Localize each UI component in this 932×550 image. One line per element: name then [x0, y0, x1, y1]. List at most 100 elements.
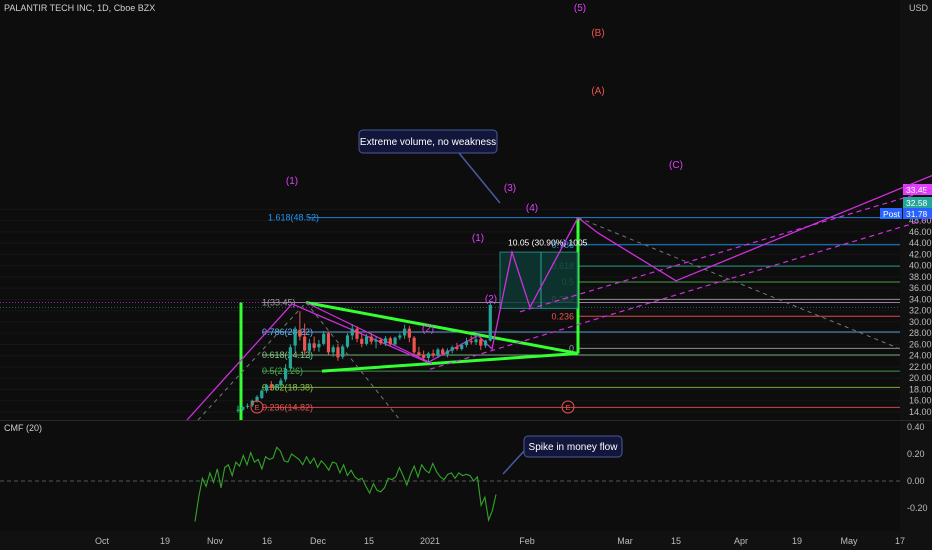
main-pane[interactable]	[0, 0, 900, 420]
candle-body	[350, 328, 354, 336]
cmf-series	[194, 446, 497, 523]
time-tick-label: May	[840, 536, 858, 546]
candle-body	[260, 390, 264, 398]
candle-body	[426, 353, 430, 358]
price-badge-label: 33.45	[906, 185, 928, 195]
candle-body	[317, 343, 321, 348]
triangle-pattern	[305, 301, 579, 373]
price-tick-label: 36.00	[909, 283, 932, 293]
candles	[236, 302, 492, 413]
price-tick-label: 32.00	[909, 306, 932, 316]
candle-body	[284, 368, 288, 380]
candle-body	[331, 347, 335, 353]
projection-label: 0.236	[551, 311, 574, 321]
candle-body	[360, 338, 364, 344]
cmf-pane[interactable]	[0, 420, 900, 531]
price-tick-label: 26.00	[909, 339, 932, 349]
wave-line-down	[305, 301, 433, 365]
cmf-tick-label: 0.40	[907, 422, 925, 432]
time-tick-label: 16	[262, 536, 272, 546]
wave-label: (1)	[472, 233, 484, 244]
candle-body	[407, 328, 411, 338]
fibonacci-levels: 1(33.45) 0.786(28.22) 0.618(24.12) 0.5(21.2…	[0, 213, 900, 412]
candle-body	[355, 328, 359, 339]
elliott-wave-path	[186, 174, 932, 421]
candle-body	[403, 328, 407, 336]
price-tick-label: 22.00	[909, 362, 932, 372]
candle-body	[412, 337, 416, 353]
time-tick-label: Nov	[207, 536, 224, 546]
price-badge-label: Post	[883, 209, 901, 219]
symbol-title: PALANTIR TECH INC, 1D, Cboe BZX	[4, 3, 155, 13]
time-tick-label: Oct	[95, 536, 110, 546]
volume-callout-pointer	[458, 152, 501, 204]
time-tick-label: 15	[364, 536, 374, 546]
measure-label: 10.05 (30.90%) 1005	[508, 237, 588, 247]
time-tick-label: 17	[895, 536, 905, 546]
currency-label: USD	[909, 3, 929, 13]
candle-body	[279, 380, 283, 386]
price-tick-label: 28.00	[909, 328, 932, 338]
drawings: 10.05 (30.90%) 1005	[186, 152, 932, 475]
candle-body	[245, 405, 250, 407]
time-tick-label: 19	[160, 536, 170, 546]
projection-dashed-mid	[305, 302, 401, 421]
price-tick-label: 30.00	[909, 317, 932, 327]
candle-body	[322, 333, 326, 344]
money-flow-callout[interactable]: Spike in money flow	[523, 435, 623, 458]
candle-body	[455, 347, 459, 349]
candle-body	[417, 352, 421, 355]
candle-body	[379, 339, 383, 344]
time-tick-label: 15	[671, 536, 681, 546]
candle-body	[298, 329, 302, 337]
time-axis[interactable]	[0, 531, 932, 550]
candle-body	[393, 337, 397, 345]
wave-label: (A)	[591, 86, 604, 97]
money-flow-callout-pointer	[502, 449, 526, 475]
candle-body	[241, 406, 245, 410]
candle-body	[398, 335, 402, 338]
price-tick-label: 14.00	[909, 407, 932, 417]
wave-label: (2)	[422, 324, 434, 335]
candle-body	[431, 353, 435, 356]
price-tick-label: 20.00	[909, 373, 932, 383]
projection-dashed-up	[197, 302, 307, 421]
price-tick-label: 44.00	[909, 238, 932, 248]
volume-callout[interactable]: Extreme volume, no weakness	[358, 129, 498, 154]
candle-body	[388, 338, 392, 345]
candle-body	[460, 345, 464, 349]
fib-label: 0.236(14.82)	[262, 402, 313, 412]
candle-body	[488, 305, 492, 341]
wave-label: (B)	[591, 28, 604, 39]
cmf-tick-label: 0.00	[907, 476, 925, 486]
indicator-title: CMF (20)	[4, 423, 42, 433]
candle-body	[303, 336, 307, 351]
candle-body	[336, 347, 340, 358]
price-badge	[903, 184, 932, 195]
fib-label: 0.786(28.22)	[262, 327, 313, 337]
price-axis[interactable]	[900, 0, 932, 550]
time-tick-label: Apr	[734, 536, 748, 546]
wave-label: (1)	[286, 176, 298, 187]
time-tick-label: 2021	[420, 536, 440, 546]
candle-body	[450, 347, 454, 351]
time-tick-label: Dec	[310, 536, 327, 546]
time-tick-label: Mar	[617, 536, 633, 546]
candle-body	[236, 409, 240, 411]
wave-labels: (1) (2) (1) (2) (3) (4) (5) (B) (A) (C) E E	[250, 3, 683, 414]
time-tick-label: Feb	[519, 536, 535, 546]
time-axis-ticks: Oct 19 Nov 16 Dec 15 2021 Feb Mar 15 Apr 19 May 17	[95, 536, 905, 546]
price-tick-label: 42.00	[909, 249, 932, 259]
candle-body	[436, 349, 440, 356]
candle-body	[312, 343, 316, 348]
candle-body	[264, 384, 269, 391]
price-badge	[903, 197, 932, 208]
projection-dashed-down	[577, 217, 901, 350]
candle-body	[383, 338, 388, 344]
measure-box	[499, 251, 579, 309]
candle-body	[374, 339, 378, 342]
money-flow-callout-box	[523, 435, 623, 458]
